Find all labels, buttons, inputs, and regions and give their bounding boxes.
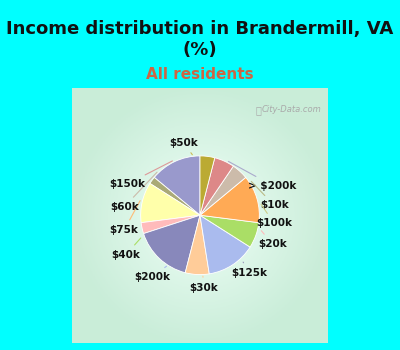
Wedge shape bbox=[154, 156, 200, 215]
Text: $75k: $75k bbox=[110, 201, 140, 235]
Wedge shape bbox=[141, 183, 200, 223]
Wedge shape bbox=[200, 177, 259, 223]
Text: $50k: $50k bbox=[169, 138, 198, 155]
Text: $10k: $10k bbox=[251, 181, 288, 210]
Text: $125k: $125k bbox=[232, 262, 268, 278]
Text: $60k: $60k bbox=[110, 172, 157, 212]
Text: $150k: $150k bbox=[110, 161, 172, 189]
Text: $100k: $100k bbox=[256, 204, 292, 229]
Text: $200k: $200k bbox=[134, 266, 170, 282]
Wedge shape bbox=[144, 215, 200, 273]
Wedge shape bbox=[200, 156, 215, 215]
Text: $20k: $20k bbox=[258, 231, 287, 249]
Wedge shape bbox=[200, 215, 250, 274]
Text: City-Data.com: City-Data.com bbox=[262, 105, 322, 114]
Wedge shape bbox=[141, 215, 200, 233]
Text: > $200k: > $200k bbox=[228, 161, 297, 191]
Wedge shape bbox=[150, 177, 200, 215]
Text: $30k: $30k bbox=[190, 276, 218, 293]
Wedge shape bbox=[200, 215, 259, 247]
Wedge shape bbox=[200, 158, 233, 215]
Text: All residents: All residents bbox=[146, 67, 254, 82]
Text: ⦿: ⦿ bbox=[255, 105, 261, 115]
Wedge shape bbox=[185, 215, 209, 275]
Text: Income distribution in Brandermill, VA
(%): Income distribution in Brandermill, VA (… bbox=[6, 20, 394, 59]
Text: $40k: $40k bbox=[111, 238, 141, 260]
Wedge shape bbox=[200, 166, 246, 215]
